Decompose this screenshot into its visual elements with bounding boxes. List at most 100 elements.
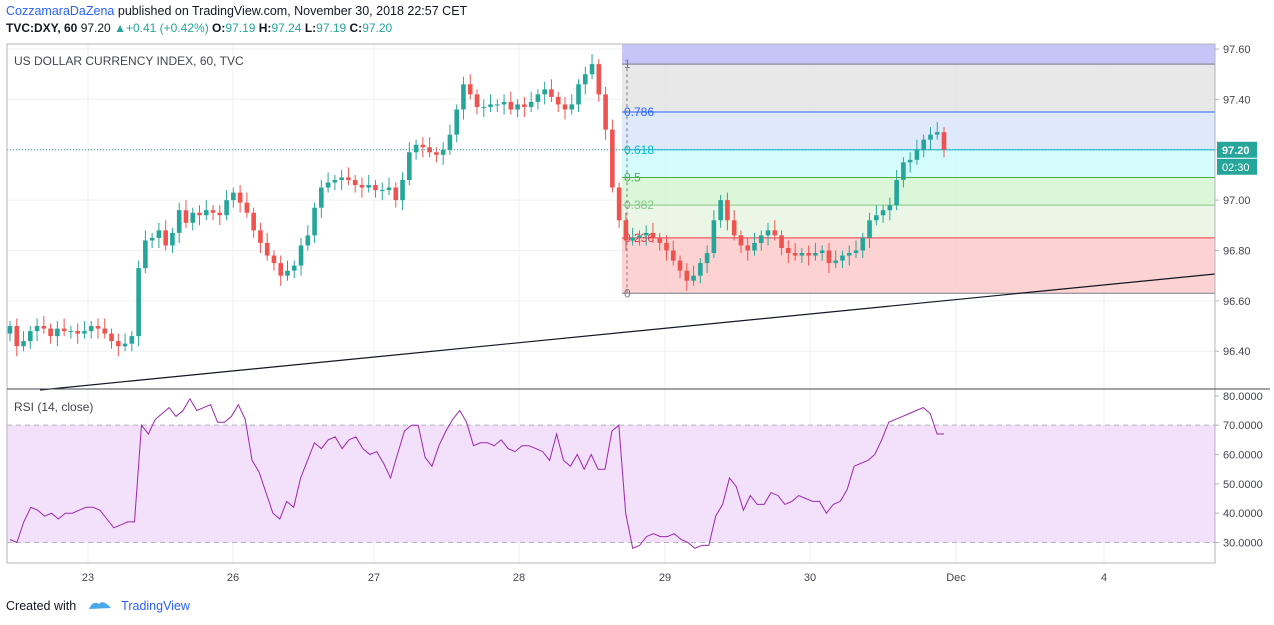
candle-body bbox=[413, 144, 419, 153]
candle-body bbox=[914, 149, 920, 160]
price-axis-label: 97.40 bbox=[1223, 94, 1251, 106]
candle-body bbox=[616, 187, 622, 221]
candle-body bbox=[170, 232, 175, 246]
rsi-axis-label: 60.0000 bbox=[1223, 450, 1263, 462]
author-link[interactable]: CozzamaraDaZena bbox=[6, 4, 115, 18]
candle-body bbox=[887, 205, 893, 211]
candle-body bbox=[34, 326, 40, 332]
price-axis-label: 97.60 bbox=[1223, 44, 1251, 56]
candle-body bbox=[582, 74, 588, 85]
candle-body bbox=[183, 210, 189, 223]
candle-body bbox=[934, 132, 940, 135]
candle-body bbox=[758, 235, 764, 243]
fib-level-label: 0.786 bbox=[624, 105, 654, 119]
candle-body bbox=[542, 89, 547, 95]
price-axis-label: 97.00 bbox=[1223, 195, 1251, 207]
candle-body bbox=[285, 270, 290, 276]
candle-body bbox=[670, 250, 676, 261]
candle-body bbox=[928, 134, 933, 140]
candle-body bbox=[352, 179, 358, 186]
candle-body bbox=[765, 230, 771, 236]
candle-body bbox=[319, 187, 324, 208]
candle-body bbox=[420, 144, 426, 148]
candle-body bbox=[115, 341, 121, 347]
open-value: 97.19 bbox=[225, 21, 256, 35]
candle-body bbox=[826, 250, 832, 264]
candle-body bbox=[447, 134, 453, 150]
candle-body bbox=[576, 84, 581, 105]
candle-body bbox=[488, 104, 493, 107]
fib-level-label: 0.5 bbox=[624, 170, 641, 184]
candle-body bbox=[271, 255, 277, 264]
rsi-axis-label: 40.0000 bbox=[1223, 508, 1263, 520]
candle-body bbox=[772, 230, 778, 236]
candle-body bbox=[95, 326, 101, 329]
candle-body bbox=[332, 179, 338, 183]
candle-body bbox=[711, 220, 717, 254]
candle-body bbox=[400, 179, 405, 201]
candle-body bbox=[562, 104, 568, 110]
last-price-badge bbox=[1217, 141, 1257, 158]
candle-body bbox=[684, 270, 690, 281]
candle-body bbox=[237, 192, 243, 203]
candle-body bbox=[41, 326, 47, 329]
last-price: 97.20 bbox=[80, 21, 111, 35]
tradingview-link[interactable]: TradingView bbox=[121, 599, 190, 613]
time-axis-label: 23 bbox=[82, 572, 94, 584]
rsi-band bbox=[7, 425, 1215, 543]
ohlc-line: TVC:DXY, 60 97.20 ▲+0.41 (+0.42%) O:97.1… bbox=[6, 20, 467, 37]
trend-line[interactable] bbox=[39, 273, 1216, 391]
candle-body bbox=[28, 331, 33, 342]
fib-band bbox=[622, 64, 1215, 112]
candle-body bbox=[231, 192, 236, 201]
fib-band bbox=[622, 205, 1215, 238]
candle-body bbox=[461, 84, 466, 110]
candle-body bbox=[386, 187, 392, 191]
price-axis-label: 96.60 bbox=[1223, 296, 1251, 308]
candle-body bbox=[109, 333, 114, 342]
time-axis-label: 30 bbox=[804, 572, 816, 584]
candle-body bbox=[698, 263, 703, 276]
low-value: 97.19 bbox=[316, 21, 347, 35]
candle-body bbox=[467, 84, 473, 95]
candle-body bbox=[481, 106, 487, 108]
candle-body bbox=[704, 253, 710, 264]
candle-body bbox=[68, 331, 74, 333]
time-axis-label: 27 bbox=[368, 572, 380, 584]
candle-body bbox=[224, 200, 229, 216]
candle-body bbox=[799, 253, 805, 256]
candle-body bbox=[569, 104, 575, 110]
candle-body bbox=[738, 235, 744, 246]
rsi-line bbox=[9, 397, 944, 549]
candle-body bbox=[596, 64, 602, 95]
candle-body bbox=[156, 230, 162, 238]
fib-band bbox=[622, 237, 1215, 294]
candle-body bbox=[792, 253, 798, 256]
low-label: L: bbox=[304, 21, 317, 35]
candle-body bbox=[819, 250, 825, 254]
candle-body bbox=[244, 202, 250, 213]
candle-body bbox=[88, 326, 94, 332]
candle-body bbox=[393, 187, 399, 201]
candle-body bbox=[251, 212, 256, 231]
fib-level-label: 1 bbox=[624, 57, 631, 71]
candle-body bbox=[725, 200, 730, 221]
created-with-text: Created with bbox=[6, 599, 77, 613]
candle-body bbox=[522, 104, 527, 107]
triangle-up-icon: ▲ bbox=[114, 21, 126, 35]
candle-body bbox=[555, 96, 561, 105]
plot-frame bbox=[6, 43, 1216, 564]
candle-body bbox=[786, 247, 791, 254]
time-axis-label: 4 bbox=[1101, 572, 1107, 584]
time-axis-label: 29 bbox=[659, 572, 671, 584]
candle-body bbox=[291, 265, 297, 271]
candle-body bbox=[298, 245, 304, 266]
candle-body bbox=[880, 210, 886, 216]
candle-body bbox=[379, 190, 385, 192]
publish-line: CozzamaraDaZena published on TradingView… bbox=[6, 3, 467, 20]
candle-body bbox=[718, 200, 723, 221]
candle-body bbox=[264, 242, 270, 256]
candle-body bbox=[907, 159, 913, 163]
